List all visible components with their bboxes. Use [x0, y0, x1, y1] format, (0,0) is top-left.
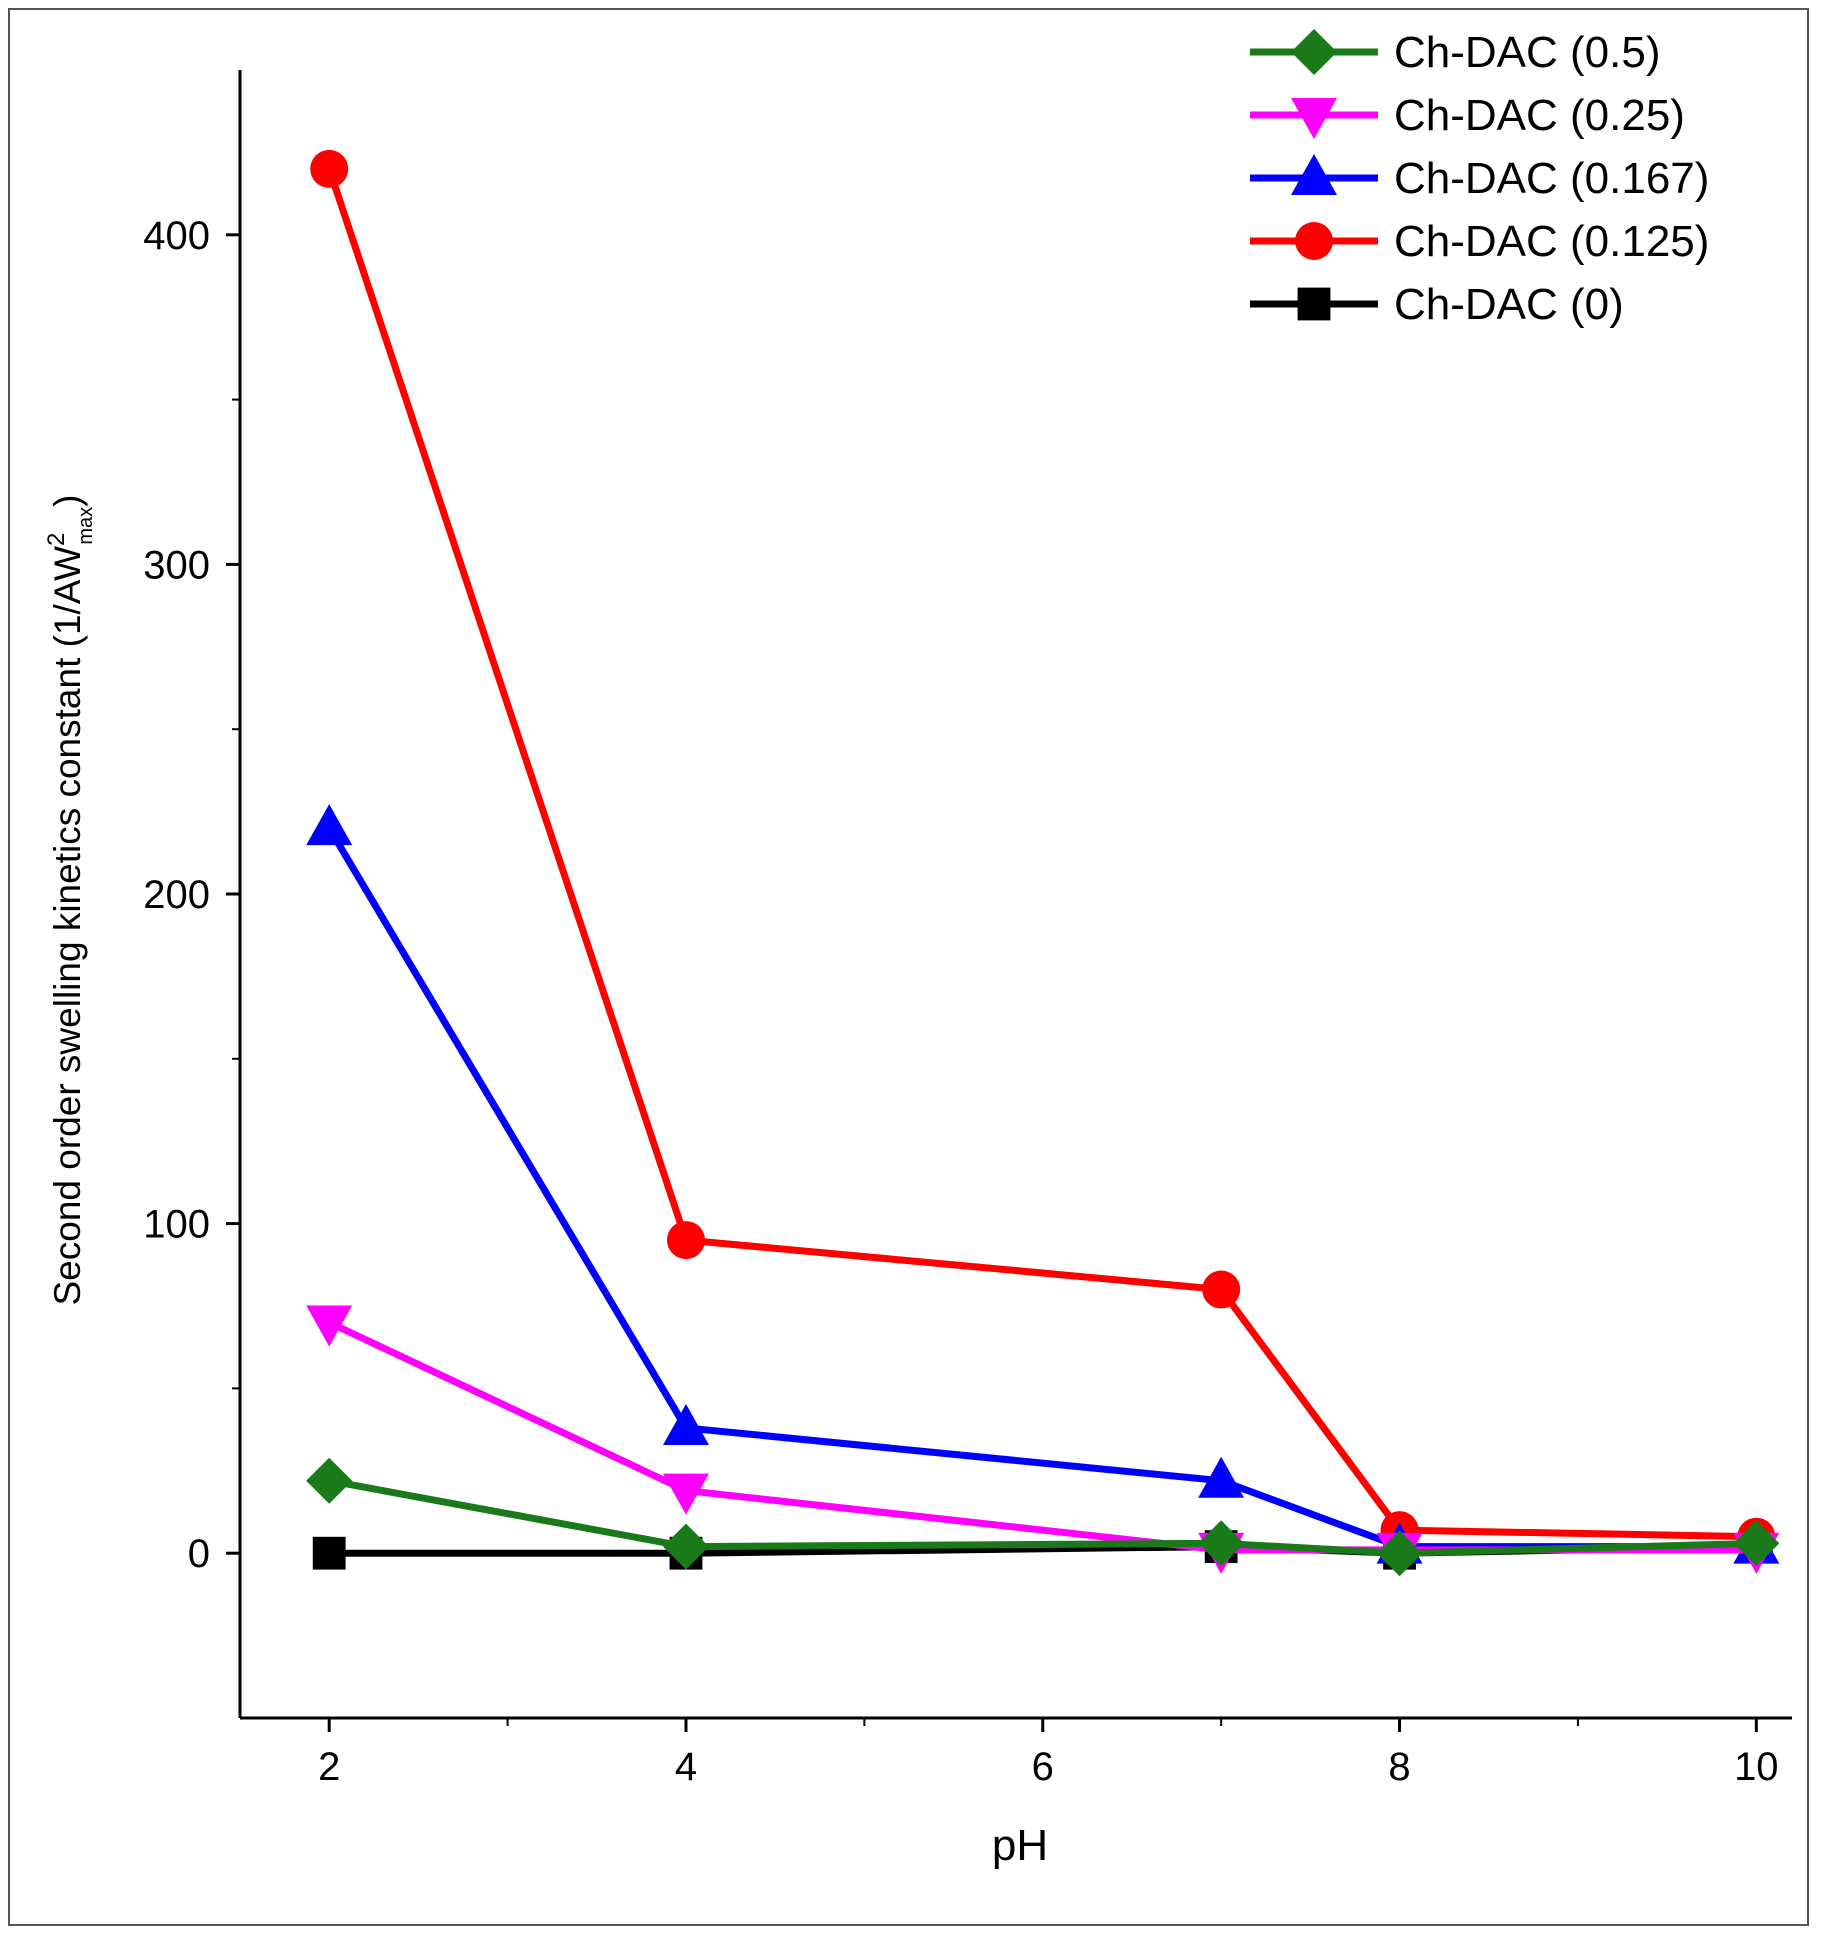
data-point — [306, 1305, 353, 1347]
data-point — [1198, 1520, 1245, 1567]
series-circle — [310, 149, 1776, 1556]
y-axis-label: Second order swelling kinetics constant … — [43, 494, 97, 1305]
y-tick-label: 200 — [143, 873, 210, 917]
legend: Ch-DAC (0.5) Ch-DAC (0.25) Ch-DAC (0.167) C… — [1250, 28, 1709, 329]
y-axis-label-sub: max — [75, 507, 97, 545]
y-tick-label: 0 — [188, 1532, 210, 1576]
y-axis-label-sup: 2 — [43, 533, 70, 546]
x-tick-label: 8 — [1388, 1745, 1410, 1789]
legend-marker — [1297, 287, 1331, 321]
x-tick-label: 10 — [1734, 1745, 1779, 1789]
y-tick-label: 100 — [143, 1203, 210, 1247]
y-tick-label: 400 — [143, 214, 210, 258]
data-point — [1733, 1520, 1780, 1567]
series-line — [328, 1477, 1757, 1557]
series-diamond — [306, 1457, 1780, 1577]
legend-label: Ch-DAC (0.25) — [1394, 91, 1685, 140]
series-line — [327, 1319, 1757, 1554]
data-point — [1202, 1270, 1241, 1309]
data-point — [1376, 1530, 1423, 1577]
data-point — [666, 1221, 705, 1260]
y-axis-label-main: Second order swelling kinetics constant … — [47, 546, 88, 1306]
legend-label: Ch-DAC (0.167) — [1394, 154, 1709, 203]
data-point — [662, 1523, 709, 1570]
data-point — [306, 1457, 353, 1504]
legend-label: Ch-DAC (0.5) — [1394, 28, 1661, 77]
legend-label: Ch-DAC (0.125) — [1394, 217, 1709, 266]
legend-item: Ch-DAC (0.125) — [1250, 217, 1709, 266]
y-tick-label: 300 — [143, 543, 210, 587]
legend-marker — [1295, 222, 1333, 260]
series-triangle-up — [306, 804, 1780, 1564]
x-axis-label: pH — [992, 1821, 1048, 1870]
y-axis-label-close: ) — [47, 494, 88, 506]
legend-marker — [1291, 29, 1337, 75]
data-point — [310, 149, 349, 188]
data-point — [312, 1536, 346, 1570]
series-line — [325, 167, 1757, 1541]
data-point — [662, 1403, 709, 1445]
legend-item: Ch-DAC (0.5) — [1250, 28, 1661, 77]
series-line — [326, 826, 1757, 1551]
legend-label: Ch-DAC (0) — [1394, 280, 1624, 329]
legend-item: Ch-DAC (0.167) — [1250, 154, 1709, 203]
x-tick-label: 2 — [318, 1745, 340, 1789]
data-point — [1198, 1456, 1245, 1498]
data-point — [662, 1473, 709, 1515]
x-tick-label: 6 — [1032, 1745, 1054, 1789]
legend-item: Ch-DAC (0) — [1250, 280, 1624, 329]
plot-area — [306, 149, 1780, 1577]
legend-marker — [1291, 154, 1337, 195]
data-point — [306, 804, 353, 846]
legend-item: Ch-DAC (0.25) — [1250, 91, 1685, 140]
legend-marker — [1291, 98, 1337, 139]
figure-frame — [8, 8, 1809, 1926]
x-tick-label: 4 — [675, 1745, 697, 1789]
